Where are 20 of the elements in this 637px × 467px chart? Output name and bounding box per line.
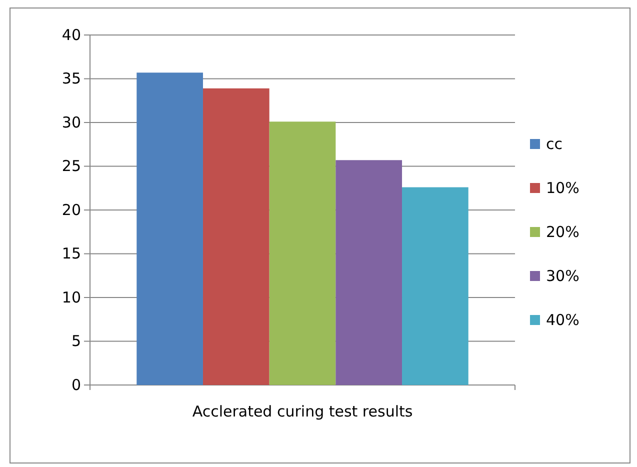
- y-tick-label: 15: [62, 244, 81, 263]
- bar: [136, 72, 203, 385]
- legend-label: 10%: [546, 179, 580, 197]
- y-tick-label: 40: [62, 26, 81, 44]
- y-tick-label: 10: [62, 288, 81, 306]
- legend-label: 20%: [546, 223, 580, 241]
- y-tick-label: 25: [62, 157, 81, 176]
- bar: [202, 88, 270, 385]
- legend-label: 40%: [546, 311, 580, 329]
- legend-label: 30%: [546, 267, 580, 285]
- y-tick-label: 0: [71, 376, 81, 394]
- bar: [269, 122, 336, 385]
- y-tick-label: 5: [71, 332, 81, 350]
- bar: [402, 187, 468, 385]
- y-tick-label: 35: [62, 70, 81, 88]
- y-tick-label: 20: [62, 200, 81, 219]
- x-tick-label: Acclerated curing test results: [192, 402, 413, 420]
- y-tick-label: 30: [62, 113, 81, 132]
- legend-label: cc: [546, 135, 562, 153]
- bar: [336, 160, 402, 385]
